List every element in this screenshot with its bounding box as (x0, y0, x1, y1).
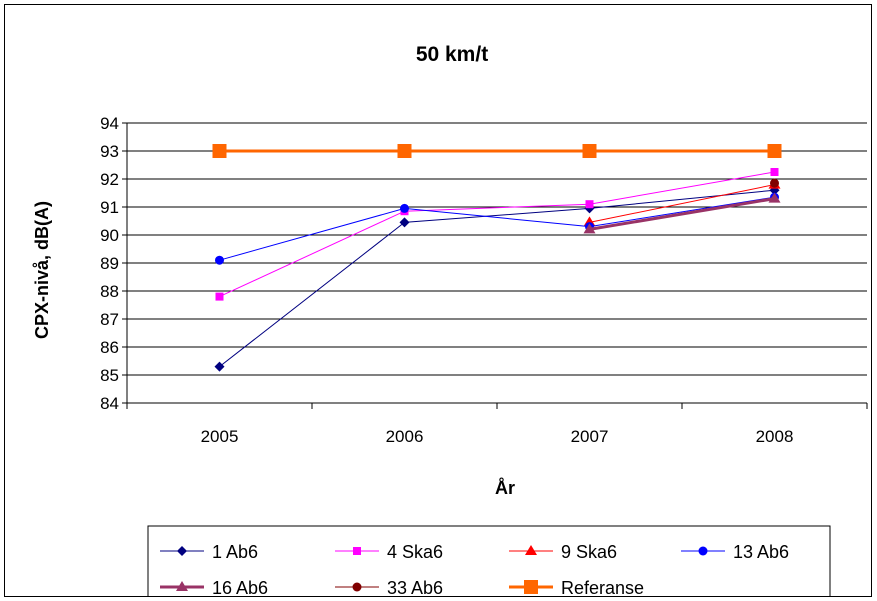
legend-swatch-marker (352, 582, 362, 592)
y-tick-label: 91 (100, 198, 119, 217)
x-axis-title: År (495, 478, 515, 498)
legend-label: 1 Ab6 (212, 542, 258, 562)
y-tick-label: 85 (100, 366, 119, 385)
series-line (219, 196, 775, 261)
legend-item: 13 Ab6 (681, 542, 789, 562)
series-33-ab6 (770, 178, 779, 188)
y-tick-label: 89 (100, 254, 119, 273)
y-tick-label: 93 (100, 142, 119, 161)
series-line (589, 184, 775, 223)
plot-area: 84 85 86 87 88 89 90 91 92 93 94 2005 2006 2007 2008 (100, 114, 868, 446)
data-point (583, 223, 596, 234)
y-tick-label: 88 (100, 282, 119, 301)
legend-label: 33 Ab6 (387, 578, 443, 596)
legend-label: 9 Ska6 (561, 542, 617, 562)
data-point (770, 168, 779, 176)
legend-label: 13 Ab6 (733, 542, 789, 562)
x-tick-label: 2008 (756, 427, 794, 446)
legend-label: Referanse (561, 578, 644, 596)
y-axis-title: CPX-nivå, dB(A) (32, 201, 52, 339)
legend-label: 4 Ska6 (387, 542, 443, 562)
series-16-ab6 (583, 192, 781, 234)
legend-swatch-marker (525, 545, 537, 555)
data-point (582, 144, 597, 158)
data-point (767, 144, 782, 158)
legend-item: 16 Ab6 (160, 578, 268, 596)
data-point (215, 255, 224, 265)
data-point (397, 144, 412, 158)
data-point (400, 203, 409, 213)
legend-box (147, 525, 831, 596)
legend-swatch-marker (176, 581, 188, 591)
legend-label: 16 Ab6 (212, 578, 268, 596)
legend-item: 9 Ska6 (509, 542, 617, 562)
y-tick-label: 86 (100, 338, 119, 357)
series-referanse (212, 144, 782, 158)
y-tick-label: 87 (100, 310, 119, 329)
series-4-ska6 (215, 168, 779, 301)
data-point (768, 192, 781, 203)
data-point (212, 144, 227, 158)
series-1-ab6 (214, 185, 780, 372)
data-point (399, 217, 410, 228)
y-tick-label: 94 (100, 114, 119, 133)
legend-swatch-marker (353, 547, 361, 555)
data-point (215, 292, 224, 301)
x-tick-label: 2005 (201, 427, 239, 446)
x-tick-label: 2006 (386, 427, 424, 446)
x-tick-label: 2007 (571, 427, 609, 446)
y-tick-label: 92 (100, 170, 119, 189)
data-point (585, 200, 594, 209)
chart-frame: 50 km/t 84 85 86 87 88 89 90 91 92 93 94 2005 2006 20… (4, 4, 872, 597)
series-13-ab6 (215, 192, 779, 265)
y-tick-label: 90 (100, 226, 119, 245)
legend-swatch-marker (177, 546, 187, 556)
legend-swatch-marker (698, 546, 708, 556)
series-line (589, 197, 775, 231)
legend: 1 Ab6 4 Ska6 9 Ska6 13 Ab6 16 Ab6 33 Ab6 Refer… (147, 525, 831, 596)
data-point (214, 361, 225, 372)
legend-item: Referanse (509, 578, 644, 596)
series-line (219, 189, 775, 367)
line-chart: 50 km/t 84 85 86 87 88 89 90 91 92 93 94 2005 2006 20… (32, 43, 868, 596)
series-line (219, 171, 775, 298)
data-point (770, 178, 779, 188)
legend-item: 1 Ab6 (160, 542, 258, 562)
chart-title: 50 km/t (416, 43, 488, 66)
legend-swatch-marker (524, 580, 538, 594)
legend-item: 33 Ab6 (335, 578, 443, 596)
legend-item: 4 Ska6 (335, 542, 443, 562)
y-tick-label: 84 (100, 394, 119, 413)
